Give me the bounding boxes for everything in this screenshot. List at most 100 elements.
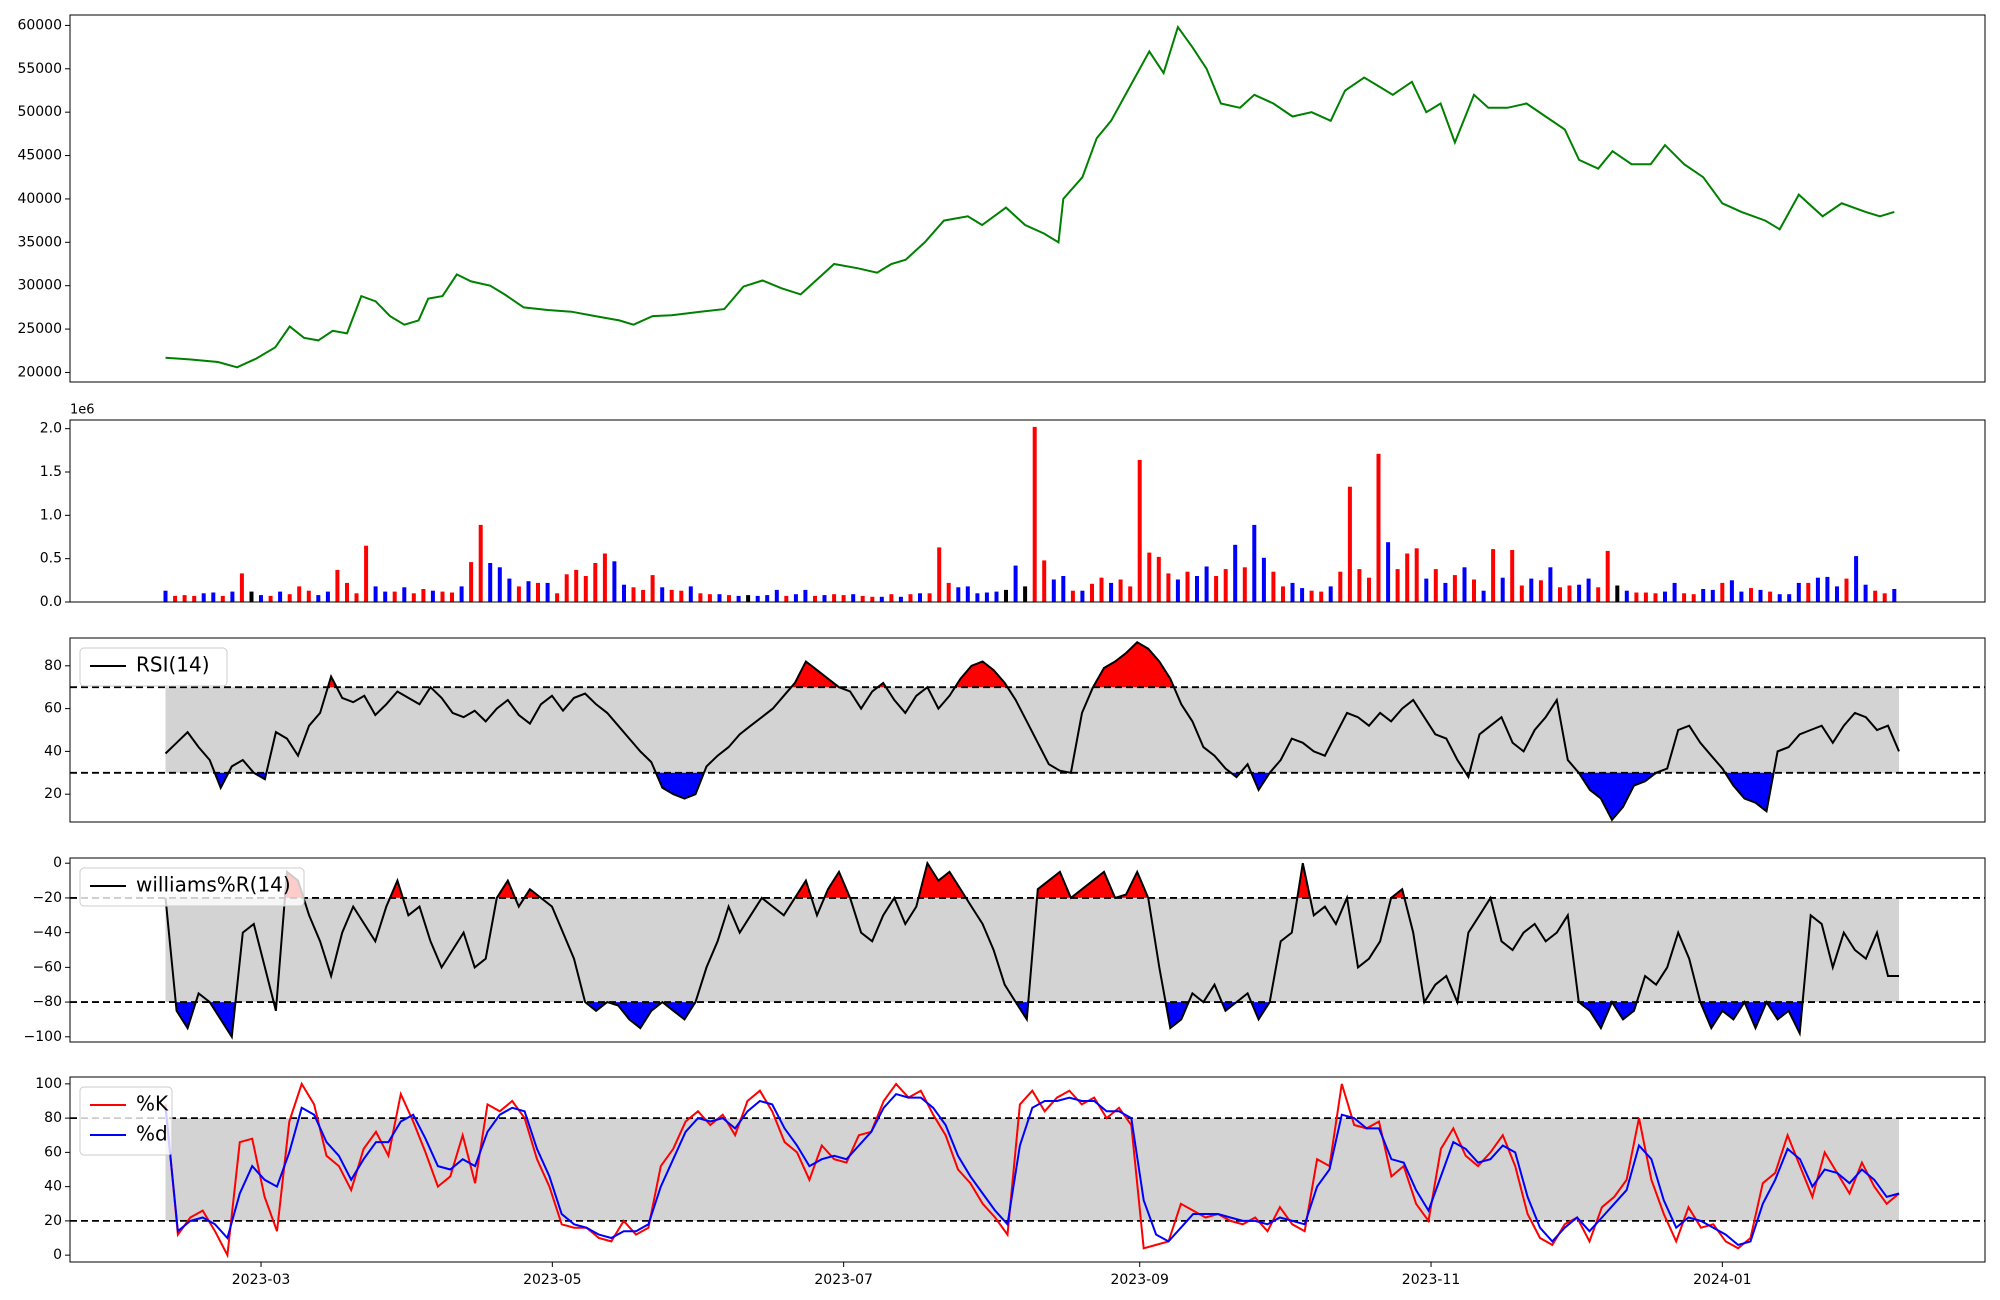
- y-tick-label: 50000: [17, 104, 62, 120]
- volume-bar: [1634, 592, 1639, 602]
- volume-bar: [1433, 569, 1438, 602]
- volume-bar: [793, 594, 798, 602]
- volume-bar: [1758, 589, 1763, 602]
- volume-bar: [765, 595, 770, 602]
- y-tick-label: −80: [32, 994, 62, 1010]
- volume-bar: [1491, 549, 1496, 602]
- x-tick-label: 2023-03: [232, 1272, 291, 1288]
- volume-bar: [679, 590, 684, 602]
- volume-bar: [1252, 524, 1257, 602]
- volume-bar: [411, 593, 416, 602]
- volume-bar: [1605, 550, 1610, 602]
- volume-bar: [1777, 594, 1782, 602]
- volume-bar: [650, 575, 655, 602]
- volume-bar: [450, 592, 454, 602]
- volume-bar: [268, 595, 273, 602]
- volume-bar: [1854, 556, 1859, 602]
- volume-bar: [1156, 556, 1161, 602]
- volume-bar: [1424, 578, 1429, 602]
- y-tick-label: 20: [44, 786, 62, 802]
- volume-bar: [688, 586, 693, 602]
- volume-bar: [1261, 557, 1266, 602]
- volume-bar: [497, 567, 502, 602]
- volume-bar: [1032, 426, 1037, 602]
- volume-bar: [583, 576, 588, 602]
- volume-bar: [631, 587, 636, 602]
- volume-bar: [507, 578, 512, 602]
- stoch-k-line: [164, 1081, 1900, 1259]
- stoch-d-line: [164, 1092, 1900, 1247]
- volume-bar: [1672, 582, 1677, 602]
- volume-bar: [373, 586, 378, 602]
- rsi-oversold-fill: [214, 772, 229, 788]
- y-tick-label: 60: [44, 1144, 62, 1160]
- volume-bar: [755, 595, 760, 602]
- volume-bar: [364, 545, 369, 602]
- x-tick-label: 2023-09: [1110, 1272, 1169, 1288]
- volume-bar: [1577, 584, 1582, 602]
- rsi-overbought-fill: [955, 661, 1008, 688]
- volume-bar: [1663, 591, 1667, 602]
- volume-bar: [306, 590, 311, 602]
- y-tick-label: 100: [35, 1076, 62, 1092]
- volume-bar: [1739, 591, 1744, 602]
- volume-bar: [1051, 579, 1056, 602]
- volume-bar: [1538, 580, 1543, 602]
- volume-bar: [1023, 586, 1028, 602]
- volume-bar: [1128, 586, 1133, 602]
- volume-bar: [1892, 589, 1897, 602]
- volume-bar: [1376, 453, 1381, 602]
- volume-bar: [1558, 587, 1562, 602]
- rsi-oversold-fill: [655, 772, 704, 799]
- volume-bar: [1414, 548, 1419, 602]
- volume-bar: [1405, 553, 1410, 602]
- stoch-panel-frame: [69, 1076, 1986, 1263]
- williams-r-panel-frame: [69, 857, 1986, 1043]
- volume-bar: [879, 596, 884, 602]
- volume-bar: [1682, 593, 1687, 602]
- volume-bar: [173, 595, 178, 602]
- volume-bar: [1567, 585, 1572, 602]
- volume-bar: [1510, 550, 1515, 602]
- price-panel-frame: [69, 14, 1986, 383]
- volume-bar: [278, 591, 283, 602]
- volume-bar: [526, 581, 531, 602]
- y-tick-label: 80: [44, 658, 62, 674]
- x-tick-label: 2023-07: [814, 1272, 873, 1288]
- volume-bar: [459, 586, 464, 602]
- volume-bar: [1214, 576, 1219, 602]
- volume-panel-frame: [69, 419, 1986, 603]
- williams-r-overbought-fill: [918, 863, 966, 898]
- volume-bar: [1109, 582, 1114, 602]
- legend-label: RSI(14): [136, 653, 210, 677]
- volume-bar: [1281, 586, 1285, 602]
- williams-r-oversold-fill: [1700, 1002, 1745, 1029]
- y-tick-label: 25000: [17, 321, 62, 337]
- rsi-overbought-fill: [1093, 642, 1174, 688]
- volume-bar: [555, 593, 560, 602]
- volume-bar: [918, 593, 922, 602]
- williams-r-oversold-fill: [585, 1002, 608, 1011]
- legend-box: [79, 867, 305, 907]
- volume-bar: [1624, 590, 1629, 602]
- volume-bar: [1090, 583, 1094, 602]
- williams-r-overbought-fill: [496, 880, 516, 898]
- volume-bar: [727, 595, 731, 602]
- volume-bar: [669, 589, 674, 602]
- volume-bar: [927, 593, 932, 602]
- volume-bar: [622, 584, 626, 602]
- volume-bar: [230, 591, 235, 602]
- volume-bar: [898, 596, 903, 602]
- volume-bar: [1137, 459, 1142, 602]
- volume-bar: [478, 524, 483, 602]
- y-tick-label: 45000: [17, 148, 62, 164]
- volume-bar: [1328, 586, 1333, 602]
- y-tick-label: 60: [44, 701, 62, 717]
- volume-bar: [1596, 587, 1601, 602]
- volume-bar: [1271, 571, 1276, 602]
- volume-bar: [593, 563, 598, 602]
- volume-bar: [946, 582, 951, 602]
- rsi-legend: RSI(14): [79, 647, 228, 687]
- volume-bar: [641, 589, 646, 602]
